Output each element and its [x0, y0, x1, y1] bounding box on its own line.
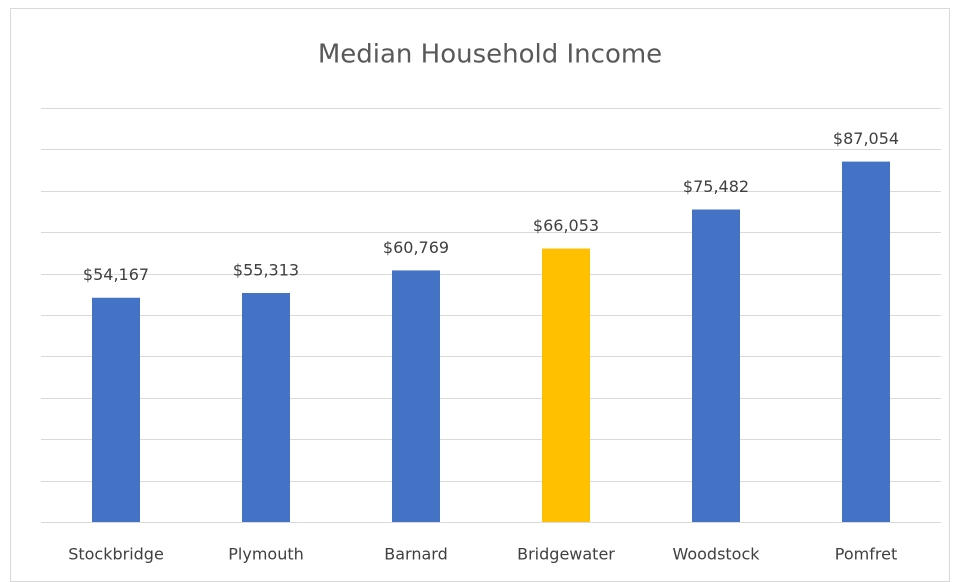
data-label: $55,313 — [233, 261, 299, 280]
data-label: $60,769 — [383, 238, 449, 257]
bar — [242, 293, 290, 522]
bar — [542, 248, 590, 522]
data-label: $54,167 — [83, 265, 149, 284]
x-tick-label: Barnard — [384, 545, 447, 564]
x-tick-label: Plymouth — [228, 545, 304, 564]
x-tick-label: Woodstock — [672, 545, 760, 564]
chart-border — [10, 8, 950, 582]
chart-title: Median Household Income — [318, 40, 662, 70]
data-label: $87,054 — [833, 129, 899, 148]
x-tick-label: Pomfret — [835, 545, 897, 564]
bar — [692, 209, 740, 522]
data-label: $75,482 — [683, 177, 749, 196]
x-tick-label: Bridgewater — [517, 545, 615, 564]
bar — [92, 297, 140, 522]
x-tick-label: Stockbridge — [68, 545, 164, 564]
data-label: $66,053 — [533, 216, 599, 235]
bar — [392, 270, 440, 522]
bar — [842, 161, 890, 522]
